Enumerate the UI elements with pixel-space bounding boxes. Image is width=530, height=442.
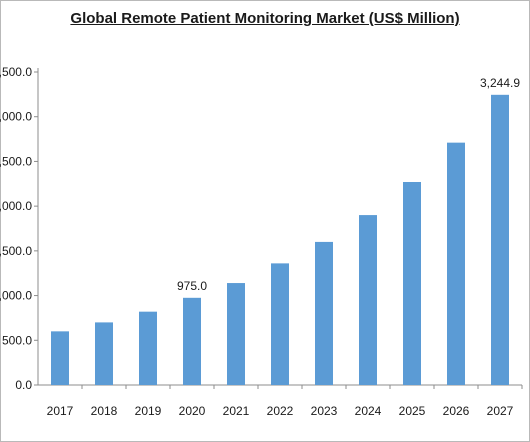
chart-title-text: Global Remote Patient Monitoring Market … [70, 10, 460, 27]
bar-2027 [491, 94, 509, 385]
y-tick-label: 3,000.0 [0, 110, 32, 124]
bar-2019 [139, 311, 157, 385]
x-tick-label: 2025 [399, 404, 426, 418]
data-label-2027: 3,244.9 [480, 76, 520, 90]
bar-2026 [447, 142, 465, 385]
x-tick-label: 2026 [443, 404, 470, 418]
y-tick-label: 1,000.0 [0, 289, 32, 303]
bar-2020 [183, 297, 201, 385]
y-tick-label: 2,000.0 [0, 199, 32, 213]
y-tick-label: 500.0 [2, 333, 32, 347]
x-tick-label: 2021 [223, 404, 250, 418]
bar-2025 [403, 181, 421, 385]
x-axis-ticks: 2017 2018 2019 2020 2021 2022 2023 2024 2025 2026… [47, 385, 523, 418]
x-tick-label: 2018 [91, 404, 118, 418]
x-tick-label: 2027 [487, 404, 514, 418]
y-tick-label: 2,500.0 [0, 154, 32, 168]
bar-2022 [271, 263, 289, 385]
bar-2023 [315, 241, 333, 385]
x-tick-label: 2024 [355, 404, 382, 418]
x-tick-label: 2023 [311, 404, 338, 418]
bar-2018 [95, 322, 113, 385]
bars [51, 94, 509, 385]
x-tick-label: 2020 [179, 404, 206, 418]
y-tick-label: 3,500.0 [0, 65, 32, 79]
y-tick-label: 0.0 [15, 378, 32, 392]
bar-2021 [227, 283, 245, 385]
bar-2024 [359, 215, 377, 385]
data-label-2020: 975.0 [177, 279, 207, 293]
chart-title: Global Remote Patient Monitoring Market … [0, 10, 530, 27]
y-tick-label: 1,500.0 [0, 244, 32, 258]
data-labels: 975.0 3,244.9 [177, 76, 520, 293]
bar-2017 [51, 331, 69, 385]
x-tick-label: 2019 [135, 404, 162, 418]
x-tick-label: 2017 [47, 404, 74, 418]
x-tick-label: 2022 [267, 404, 294, 418]
y-axis-ticks: 0.0 500.0 1,000.0 1,500.0 2,000.0 2,500.0 3,00… [0, 65, 38, 392]
